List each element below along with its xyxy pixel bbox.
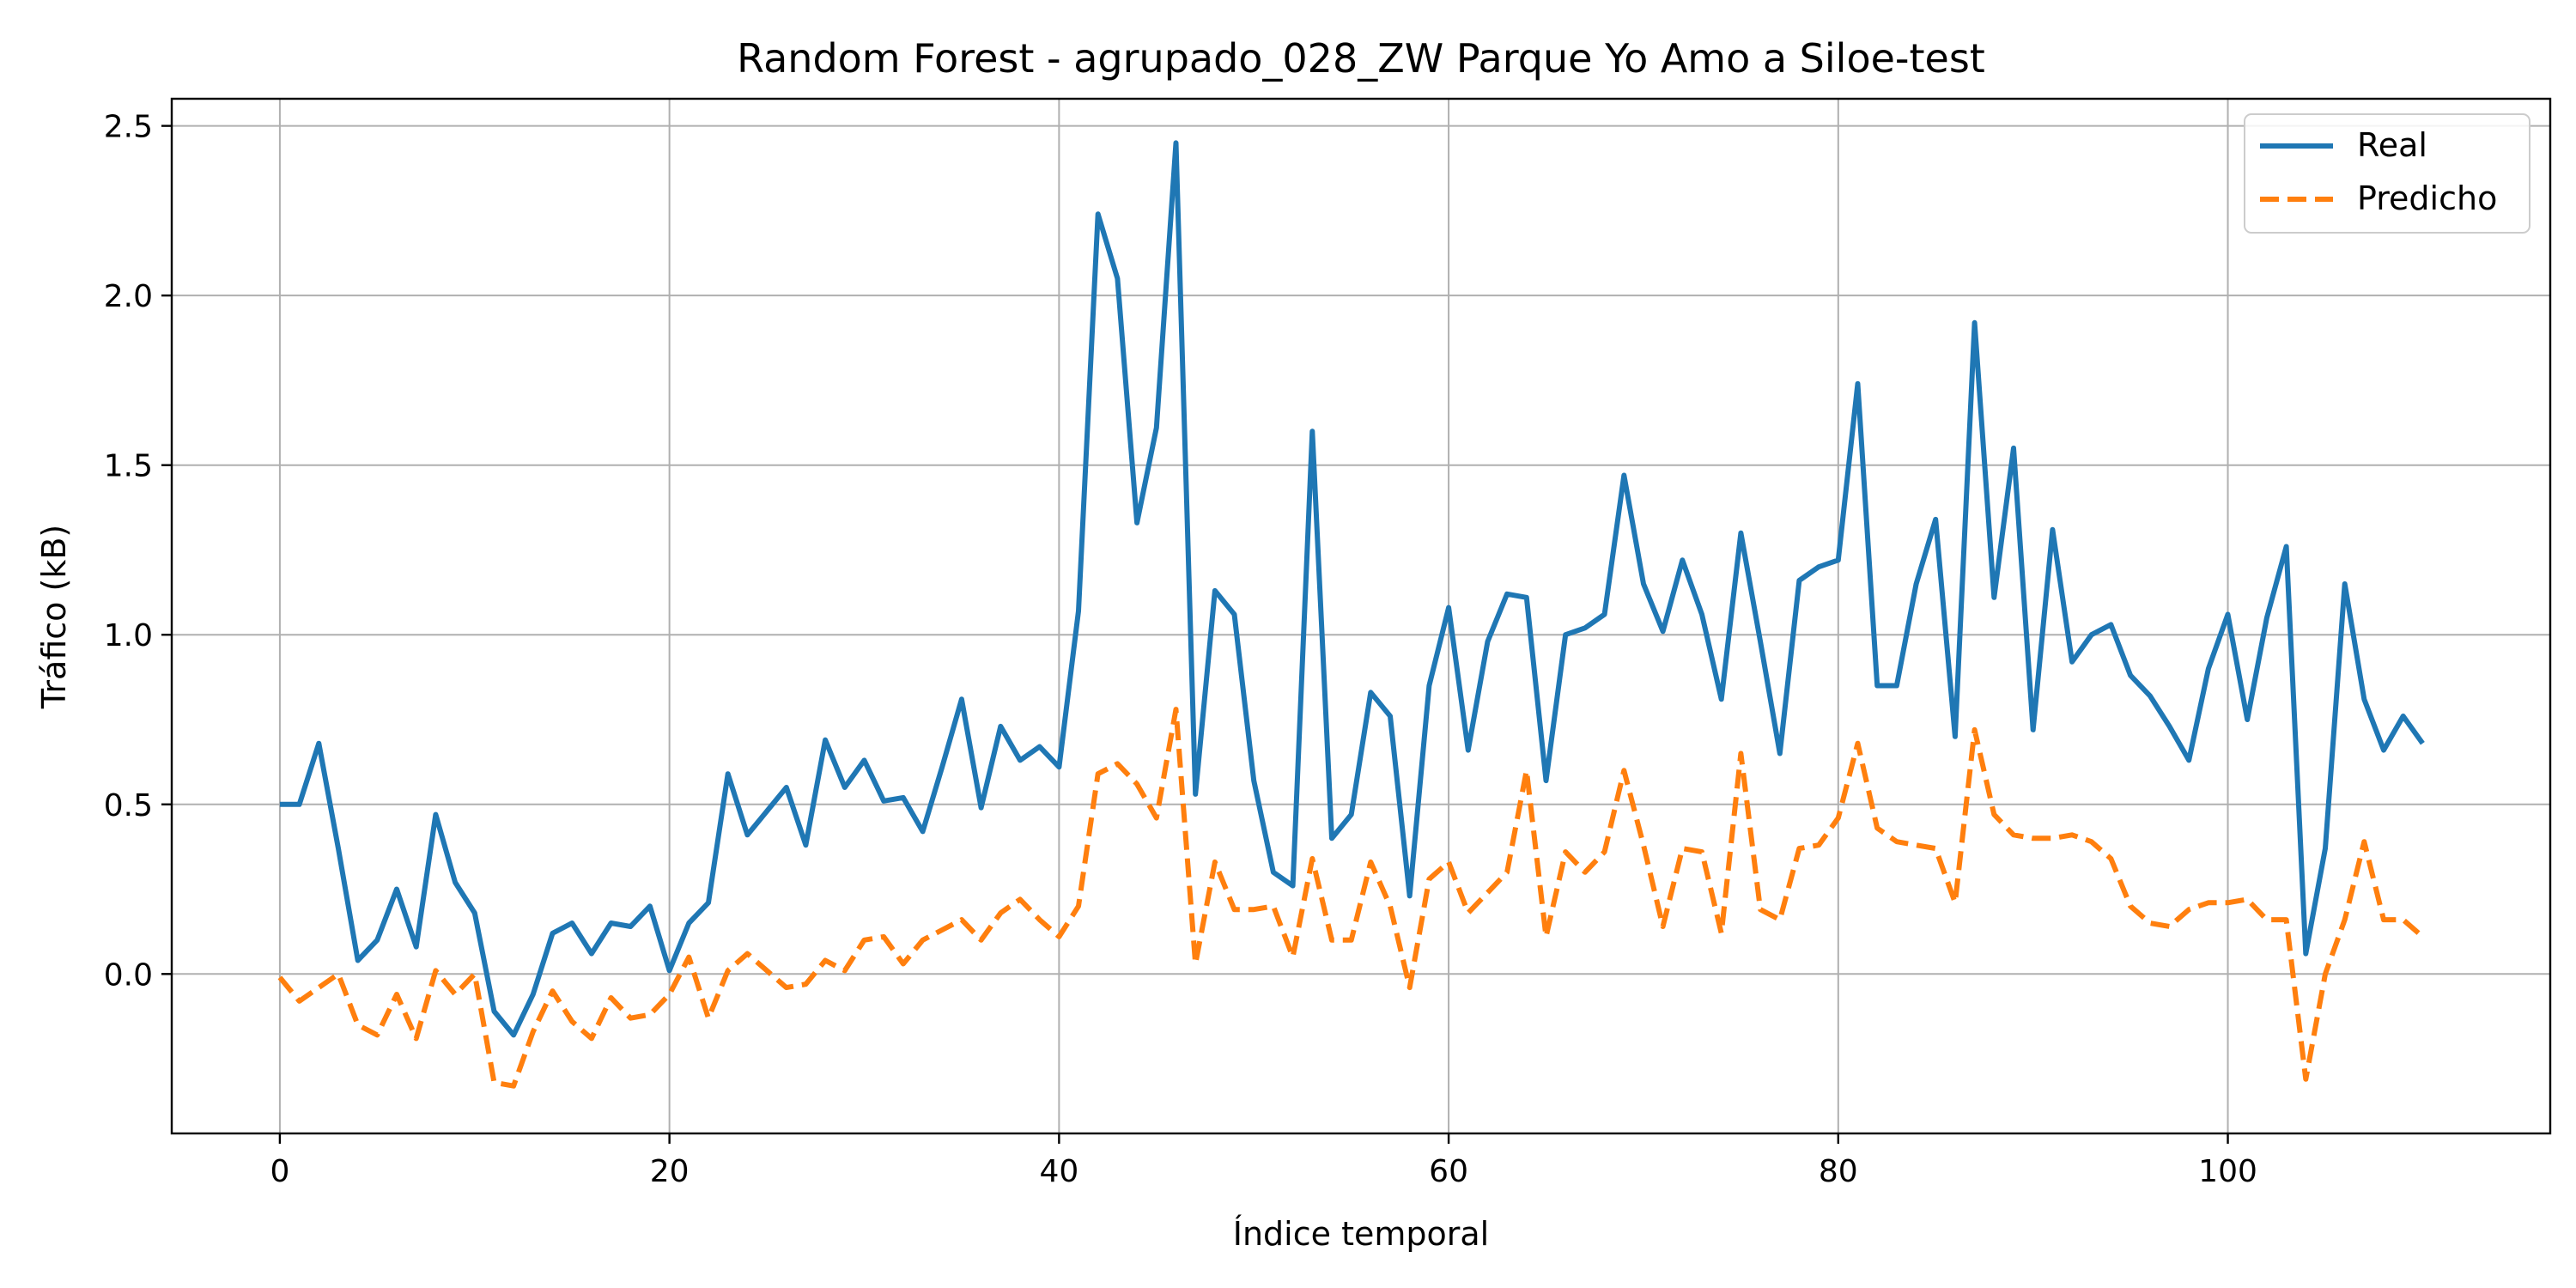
y-tick-label: 1.5 bbox=[104, 449, 153, 484]
x-tick-label: 20 bbox=[650, 1154, 690, 1189]
x-tick-label: 80 bbox=[1819, 1154, 1858, 1189]
y-axis-label: Tráfico (kB) bbox=[35, 525, 73, 709]
x-axis-label: Índice temporal bbox=[1233, 1215, 1489, 1253]
y-tick-label: 2.5 bbox=[104, 110, 153, 145]
y-tick-label: 0.5 bbox=[104, 788, 153, 823]
series-line-predicho bbox=[277, 707, 2425, 1089]
series-line-real bbox=[279, 140, 2425, 1038]
legend-label-real: Real bbox=[2357, 126, 2427, 164]
plot-frame bbox=[170, 97, 2552, 1135]
legend-label-predicho: Predicho bbox=[2357, 179, 2497, 217]
x-axis-ticks: 0 20 40 60 80 100 bbox=[270, 1133, 2257, 1189]
x-tick-label: 100 bbox=[2198, 1154, 2257, 1189]
x-tick-label: 60 bbox=[1429, 1154, 1468, 1189]
series-lines bbox=[277, 140, 2425, 1089]
y-tick-label: 2.0 bbox=[104, 279, 153, 314]
y-tick-label: 1.0 bbox=[104, 618, 153, 653]
y-axis-ticks: 0.0 0.5 1.0 1.5 2.0 2.5 bbox=[104, 110, 172, 993]
legend: Real Predicho bbox=[2244, 113, 2530, 234]
y-tick-label: 0.0 bbox=[104, 957, 153, 993]
chart-title: Random Forest - agrupado_028_ZW Parque Y… bbox=[737, 35, 1985, 82]
x-tick-label: 0 bbox=[270, 1154, 289, 1189]
x-tick-label: 40 bbox=[1039, 1154, 1078, 1189]
